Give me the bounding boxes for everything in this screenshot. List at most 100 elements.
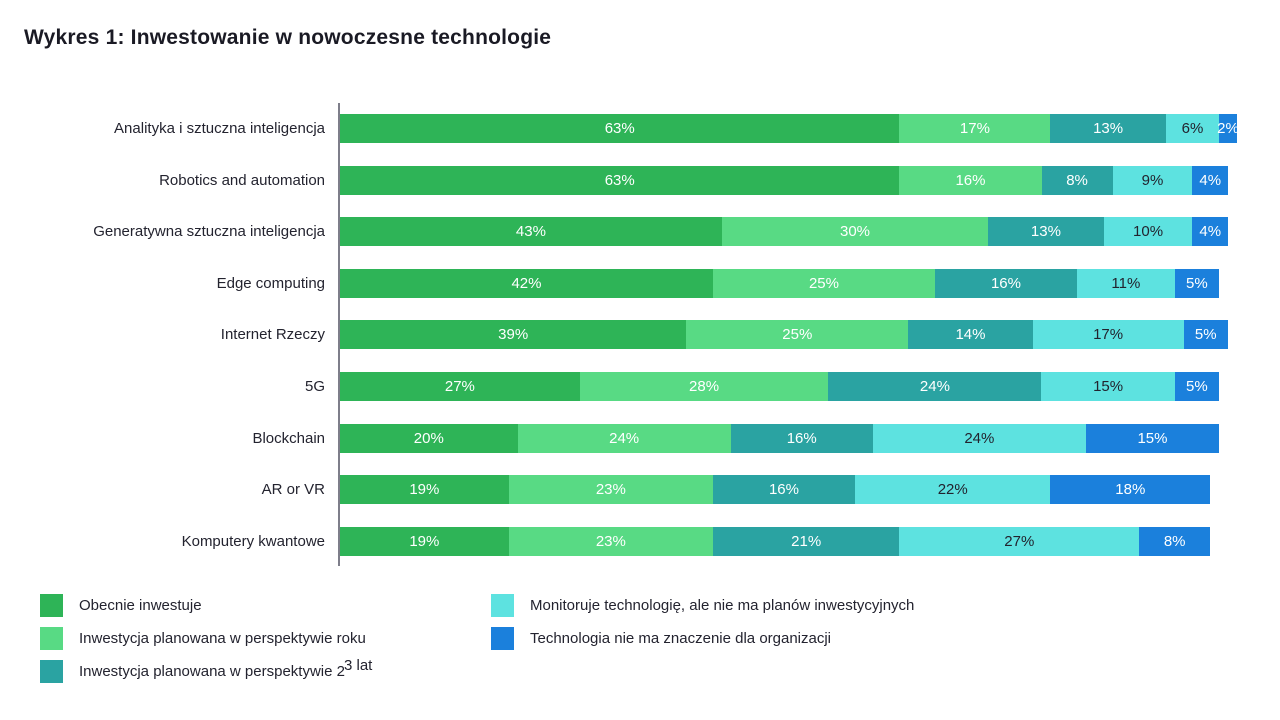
bar-segment-series-3: 16%: [934, 268, 1078, 298]
bar-segment-series-4: 11%: [1077, 268, 1175, 298]
bar-segment-series-1: 27%: [340, 372, 580, 401]
bar-segment-series-1: 19%: [340, 526, 509, 556]
legend-label: Monitoruje technologię, ale nie ma planó…: [530, 597, 915, 614]
bar-value-label: 20%: [413, 429, 444, 447]
bar-value-label: 8%: [1163, 532, 1186, 550]
legend-left-column: Obecnie inwestuje Inwestycja planowana w …: [40, 594, 460, 684]
bar-segment-series-4: 17%: [1032, 320, 1184, 350]
bar-segment-series-5: 5%: [1174, 372, 1220, 401]
bar-segment-series-5: 5%: [1174, 268, 1220, 298]
bar-row: 27% 28% 24% 15% 5%: [340, 372, 1220, 401]
bar-value-label: 19%: [409, 532, 440, 550]
bar-value-label: 14%: [955, 326, 986, 344]
bar-segment-series-5: 15%: [1085, 423, 1220, 453]
bar-segment-series-3: 13%: [1050, 114, 1166, 143]
bar-value-label: 27%: [444, 378, 475, 395]
bar-value-label: 13%: [1030, 223, 1061, 241]
category-label: Komputery kwantowe: [181, 532, 325, 550]
bar-value-label: 18%: [1115, 481, 1146, 499]
bar-segment-series-3: 16%: [730, 423, 873, 453]
legend-right-column: Monitoruje technologię, ale nie ma planó…: [491, 594, 1051, 654]
bar-segment-series-2: 28%: [579, 372, 829, 401]
bar-segment-series-1: 43%: [340, 217, 722, 247]
bar-value-label: 42%: [511, 274, 542, 292]
legend-item: Monitoruje technologię, ale nie ma planó…: [491, 594, 914, 617]
bar-segment-series-3: 8%: [1041, 165, 1113, 195]
bar-segment-series-2: 25%: [712, 268, 935, 298]
bar-segment-series-5: 8%: [1139, 526, 1211, 556]
bar-segment-series-1: 63%: [340, 114, 900, 143]
bar-value-label: 19%: [409, 481, 440, 499]
bar-value-label: 5%: [1186, 274, 1208, 292]
bar-segment-series-4: 10%: [1103, 217, 1193, 247]
bar-row: 63% 17% 13% 6% 2%: [340, 114, 1239, 143]
bar-row: 63% 16% 8% 9% 4%: [340, 165, 1228, 195]
bar-segment-series-5: 4%: [1192, 217, 1228, 247]
bar-value-label: 16%: [768, 481, 799, 499]
bar-row: 42% 25% 16% 11% 5%: [340, 268, 1220, 298]
bar-value-label: 5%: [1186, 378, 1208, 395]
legend-item: Obecnie inwestuje: [40, 594, 202, 617]
bar-segment-series-2: 23%: [508, 475, 713, 505]
legend-label: Inwestycja planowana w perspektywie roku: [79, 630, 366, 647]
bar-row: 20% 24% 16% 24% 15%: [340, 423, 1220, 453]
bar-value-label: 4%: [1199, 171, 1222, 189]
category-label: Blockchain: [252, 429, 325, 447]
category-label: Analityka i sztuczna inteligencja: [114, 120, 325, 137]
bar-value-label: 23%: [595, 532, 626, 550]
page-title: Wykres 1: Inwestowanie w nowoczesne tech…: [24, 26, 552, 49]
bar-segment-series-3: 24%: [828, 372, 1042, 401]
category-label: 5G: [304, 378, 325, 395]
bar-segment-series-4: 6%: [1165, 114, 1220, 143]
bar-segment-series-4: 24%: [872, 423, 1086, 453]
bar-value-label: 17%: [1093, 326, 1124, 344]
bar-value-label: 25%: [782, 326, 813, 344]
bar-segment-series-2: 25%: [686, 320, 909, 350]
bar-segment-series-2: 30%: [721, 217, 989, 247]
bar-value-label: 24%: [964, 429, 995, 447]
bar-segment-series-3: 14%: [908, 320, 1033, 350]
category-labels: Analityka i sztuczna inteligencja Robotic…: [0, 114, 325, 564]
bar-row: 19% 23% 16% 22% 18%: [340, 475, 1211, 505]
bar-segment-series-4: 22%: [855, 475, 1051, 505]
category-label: AR or VR: [261, 481, 325, 499]
bar-segment-series-1: 42%: [340, 268, 713, 298]
bar-value-label: 23%: [595, 481, 626, 499]
bar-segment-series-2: 24%: [517, 423, 731, 453]
legend-label: Obecnie inwestuje: [79, 597, 202, 614]
bar-segment-series-5: 2%: [1217, 114, 1239, 143]
bar-value-label: 5%: [1194, 326, 1217, 344]
legend-item: Inwestycja planowana w perspektywie roku: [40, 627, 366, 650]
bar-value-label: 17%: [959, 120, 990, 137]
bar-value-label: 11%: [1111, 274, 1141, 292]
bar-value-label: 16%: [786, 429, 817, 447]
bar-segment-series-2: 23%: [508, 526, 713, 556]
bar-value-label: 39%: [498, 326, 529, 344]
bar-value-label: 6%: [1181, 120, 1204, 137]
bar-value-label: 15%: [1137, 429, 1168, 447]
legend-swatch: [40, 660, 63, 683]
bar-segment-series-1: 63%: [340, 165, 900, 195]
bar-segment-series-5: 4%: [1192, 165, 1228, 195]
bar-value-label: 16%: [955, 171, 986, 189]
bar-value-label: 22%: [937, 481, 968, 499]
bar-value-label: 63%: [604, 120, 635, 137]
legend-label: Inwestycja planowana w perspektywie 23 l…: [79, 657, 373, 680]
bar-value-label: 2%: [1217, 120, 1239, 137]
category-label: Edge computing: [216, 274, 325, 292]
bar-segment-series-4: 9%: [1112, 165, 1193, 195]
legend-swatch: [491, 594, 514, 617]
bar-segment-series-3: 16%: [712, 475, 856, 505]
legend-swatch: [40, 627, 63, 650]
legend-item: Inwestycja planowana w perspektywie 23 l…: [40, 657, 373, 683]
category-label: Robotics and automation: [159, 171, 325, 189]
bar-value-label: 27%: [1004, 532, 1035, 550]
category-label: Generatywna sztuczna inteligencja: [93, 223, 325, 241]
bar-segment-series-1: 39%: [340, 320, 687, 350]
bar-value-label: 10%: [1133, 223, 1164, 241]
bar-value-label: 9%: [1141, 171, 1164, 189]
bar-value-label: 24%: [609, 429, 640, 447]
bar-value-label: 24%: [919, 378, 950, 395]
bar-segment-series-2: 17%: [899, 114, 1051, 143]
bar-value-label: 16%: [990, 274, 1021, 292]
